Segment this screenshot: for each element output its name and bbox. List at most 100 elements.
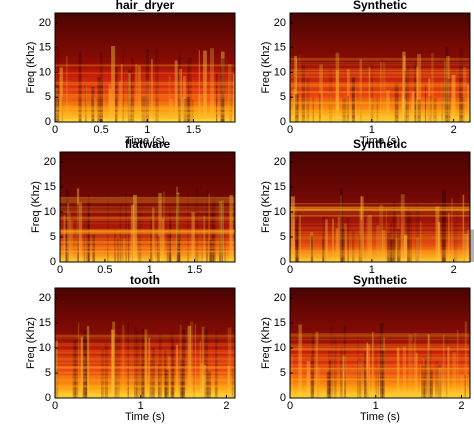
texture <box>290 86 470 88</box>
texture <box>435 360 439 398</box>
texture <box>400 194 405 262</box>
texture <box>290 90 470 94</box>
texture <box>128 218 130 262</box>
texture <box>335 52 340 122</box>
texture <box>447 78 451 122</box>
texture <box>409 334 413 398</box>
texture <box>435 206 440 262</box>
texture <box>55 111 235 114</box>
texture <box>150 59 153 122</box>
texture <box>198 50 201 122</box>
texture <box>176 192 180 262</box>
y-tick-label: 0 <box>280 392 286 404</box>
texture <box>55 377 235 380</box>
texture <box>392 201 396 262</box>
texture <box>290 226 470 230</box>
texture <box>421 365 426 398</box>
texture <box>55 113 235 115</box>
texture <box>406 207 410 262</box>
texture <box>170 216 172 262</box>
texture <box>55 349 235 352</box>
texture <box>55 366 235 370</box>
texture <box>444 82 448 122</box>
texture <box>456 192 458 262</box>
texture <box>451 74 456 122</box>
texture <box>66 56 68 123</box>
texture <box>415 352 418 398</box>
texture <box>60 230 235 234</box>
spectrogram-image <box>290 13 470 122</box>
x-tick-label: 0 <box>287 400 293 412</box>
texture <box>135 64 137 122</box>
texture <box>55 77 57 122</box>
texture <box>60 250 235 252</box>
texture <box>428 349 432 398</box>
texture <box>164 350 167 398</box>
texture <box>419 364 422 398</box>
texture <box>87 201 90 262</box>
y-tick-label: 15 <box>39 42 51 54</box>
texture <box>360 196 363 262</box>
texture <box>206 190 209 262</box>
texture <box>55 365 235 368</box>
texture <box>55 371 235 374</box>
texture <box>299 54 301 122</box>
x-tick-label: 2 <box>451 264 457 276</box>
texture <box>403 56 406 122</box>
texture <box>445 46 449 122</box>
texture <box>60 245 235 248</box>
texture <box>168 356 172 398</box>
texture <box>144 336 148 398</box>
texture <box>382 62 386 122</box>
texture <box>104 343 109 398</box>
texture <box>306 360 311 398</box>
texture <box>55 64 235 67</box>
texture <box>295 59 298 122</box>
texture <box>290 236 470 240</box>
texture <box>290 364 470 366</box>
texture <box>187 325 192 398</box>
texture <box>63 214 66 262</box>
texture <box>446 55 450 122</box>
texture <box>290 233 470 236</box>
texture <box>60 209 235 211</box>
y-tick-label: 0 <box>50 256 56 268</box>
texture <box>55 87 59 122</box>
texture <box>55 389 235 392</box>
texture <box>158 364 160 398</box>
texture <box>290 349 470 351</box>
y-tick-label: 15 <box>274 181 286 193</box>
texture <box>189 321 194 398</box>
x-tick-label: 0 <box>52 124 58 136</box>
texture <box>209 239 212 262</box>
texture <box>203 371 206 398</box>
texture <box>290 223 470 225</box>
texture <box>404 70 407 122</box>
texture <box>99 52 103 122</box>
texture <box>60 247 235 250</box>
y-tick-label: 5 <box>280 231 286 243</box>
texture <box>201 199 203 262</box>
texture <box>144 329 148 398</box>
texture <box>169 99 174 122</box>
texture <box>309 232 314 262</box>
texture <box>150 218 153 262</box>
texture <box>176 228 181 262</box>
texture <box>290 62 470 64</box>
texture <box>402 51 406 122</box>
texture <box>344 223 347 262</box>
texture <box>181 329 186 398</box>
texture <box>441 83 444 122</box>
texture <box>290 110 470 113</box>
texture <box>290 337 470 339</box>
spectrogram-image <box>290 288 470 398</box>
texture <box>198 94 202 122</box>
texture <box>339 195 343 262</box>
texture <box>310 356 313 398</box>
texture <box>91 86 95 122</box>
texture <box>60 240 235 244</box>
texture <box>290 395 470 398</box>
texture <box>165 370 169 398</box>
texture <box>306 78 310 122</box>
texture <box>134 326 138 398</box>
